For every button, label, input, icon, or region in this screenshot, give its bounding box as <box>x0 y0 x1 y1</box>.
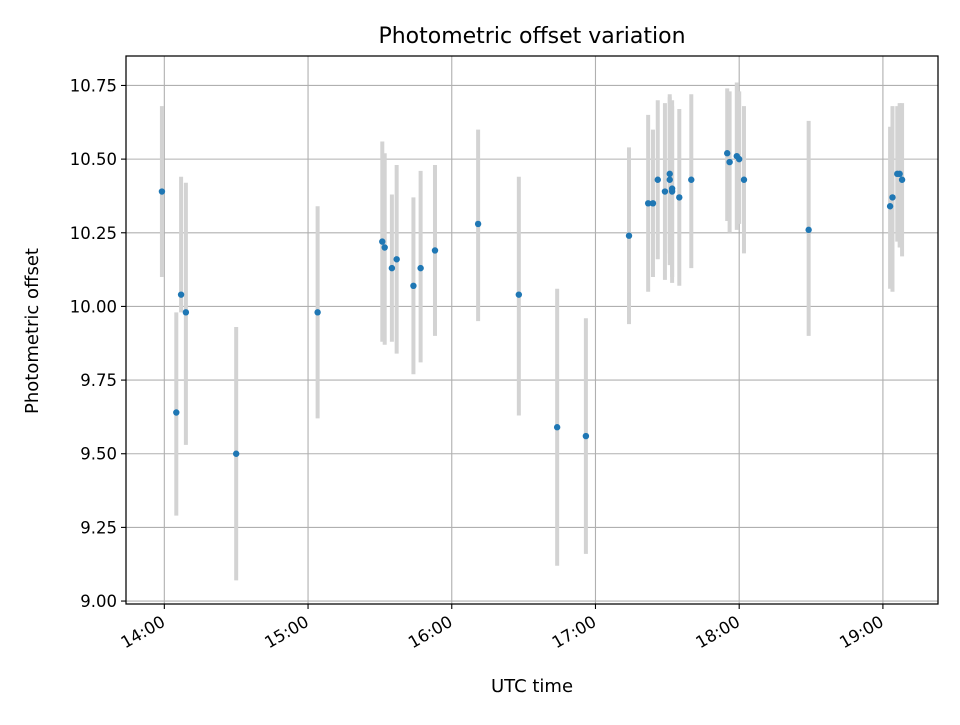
data-point <box>735 155 743 163</box>
data-point <box>805 226 812 234</box>
data-point <box>379 238 386 245</box>
data-point <box>417 264 424 272</box>
data-point <box>649 200 657 207</box>
marker-layer <box>158 150 906 457</box>
data-point <box>388 264 396 272</box>
data-point <box>410 282 417 290</box>
data-point <box>666 176 673 183</box>
data-point <box>886 203 894 210</box>
data-point <box>314 309 321 316</box>
data-point <box>740 176 748 183</box>
data-point <box>661 188 669 195</box>
data-point <box>582 432 590 440</box>
data-point <box>553 424 561 431</box>
data-point <box>898 176 906 183</box>
data-point <box>474 220 482 228</box>
y-tick-label: 9.25 <box>80 518 117 537</box>
data-point <box>724 150 731 157</box>
plot-frame <box>125 55 939 605</box>
data-point <box>654 176 661 183</box>
data-point <box>182 309 190 316</box>
data-point <box>668 188 676 195</box>
data-point <box>381 244 388 251</box>
x-axis-label: UTC time <box>491 676 573 697</box>
data-point <box>726 158 733 166</box>
data-point <box>177 291 185 298</box>
data-point <box>158 188 166 195</box>
y-axis-label: Photometric offset <box>22 248 43 414</box>
data-point <box>676 194 683 201</box>
y-tick-label: 10.75 <box>70 76 117 95</box>
data-point <box>666 170 673 178</box>
data-point <box>688 176 695 183</box>
data-point <box>625 232 633 239</box>
data-point <box>393 256 400 263</box>
y-tick-label: 9.50 <box>80 445 117 464</box>
data-point <box>896 170 903 178</box>
chart-title: Photometric offset variation <box>378 24 685 49</box>
data-point <box>232 450 240 457</box>
grid-layer <box>126 56 938 604</box>
y-tick-label: 10.25 <box>70 224 117 243</box>
data-point <box>173 409 180 416</box>
data-point <box>515 291 523 298</box>
data-point <box>889 194 896 201</box>
data-point <box>644 200 652 207</box>
y-tick-label: 10.50 <box>70 150 117 169</box>
y-tick-label: 10.00 <box>70 297 117 316</box>
data-point <box>431 247 439 254</box>
y-tick-label: 9.75 <box>80 371 117 390</box>
y-tick-label: 9.00 <box>80 592 117 611</box>
